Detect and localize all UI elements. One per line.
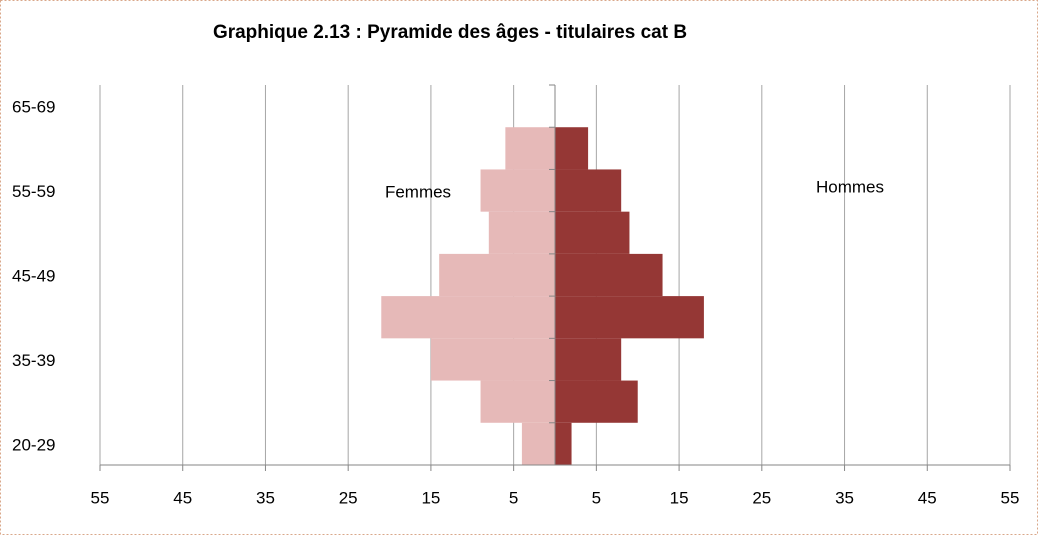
x-tick-label: 55 bbox=[1001, 488, 1020, 507]
x-tick-label: 15 bbox=[670, 488, 689, 507]
bar bbox=[555, 422, 572, 465]
bar bbox=[555, 338, 622, 381]
bar bbox=[555, 380, 638, 423]
x-tick-label: 45 bbox=[173, 488, 192, 507]
bar bbox=[555, 211, 630, 254]
series-label: Hommes bbox=[816, 177, 884, 196]
x-tick-label: 35 bbox=[835, 488, 854, 507]
bar bbox=[555, 169, 622, 212]
x-tick-label: 5 bbox=[592, 488, 601, 507]
y-tick-label: 35-39 bbox=[12, 351, 55, 370]
x-tick-label: 45 bbox=[918, 488, 937, 507]
bar bbox=[488, 211, 555, 254]
bar bbox=[480, 380, 555, 423]
x-tick-label: 15 bbox=[421, 488, 440, 507]
bar bbox=[555, 253, 663, 297]
x-tick-label: 25 bbox=[752, 488, 771, 507]
y-tick-label: 65-69 bbox=[12, 98, 55, 117]
bar bbox=[505, 127, 555, 170]
x-tick-label: 25 bbox=[339, 488, 358, 507]
bar bbox=[381, 296, 555, 339]
y-tick-label: 55-59 bbox=[12, 182, 55, 201]
y-tick-label: 45-49 bbox=[12, 266, 55, 285]
bar bbox=[555, 296, 704, 339]
bar bbox=[439, 253, 555, 297]
bar bbox=[430, 338, 555, 381]
series-label: Femmes bbox=[385, 182, 451, 201]
bar bbox=[555, 127, 589, 170]
bar bbox=[480, 169, 555, 212]
x-tick-label: 35 bbox=[256, 488, 275, 507]
chart-title: Graphique 2.13 : Pyramide des âges - tit… bbox=[213, 22, 687, 43]
x-tick-label: 55 bbox=[91, 488, 110, 507]
bar bbox=[521, 422, 555, 465]
x-tick-label: 5 bbox=[509, 488, 518, 507]
y-tick-label: 20-29 bbox=[12, 435, 55, 454]
